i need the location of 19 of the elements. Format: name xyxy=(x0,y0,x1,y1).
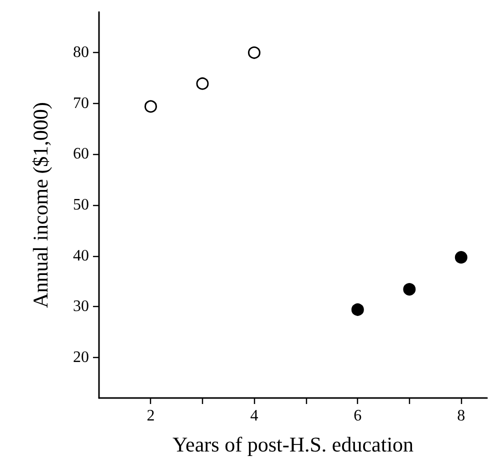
point xyxy=(248,46,260,59)
point xyxy=(144,100,157,113)
x-tick-label: 8 xyxy=(457,408,466,424)
point xyxy=(351,303,364,316)
point xyxy=(196,77,209,90)
y-tick-label: 60 xyxy=(73,146,89,163)
x-tick-label: 2 xyxy=(146,408,155,424)
x-axis-title: Years of post-H.S. education xyxy=(172,432,414,456)
y-tick-label: 30 xyxy=(73,298,89,316)
y-tick-label: 70 xyxy=(73,94,89,112)
y-tick-label: 20 xyxy=(73,348,89,366)
y-axis-title: Annual income ($1,000) xyxy=(28,102,52,308)
y-tick-label: 40 xyxy=(73,247,89,264)
point xyxy=(403,283,416,296)
x-tick-label: 6 xyxy=(354,408,362,424)
x-tick-label: 4 xyxy=(250,408,258,424)
y-tick-label: 50 xyxy=(73,196,89,214)
point xyxy=(454,251,468,264)
y-tick-label: 80 xyxy=(73,44,89,62)
